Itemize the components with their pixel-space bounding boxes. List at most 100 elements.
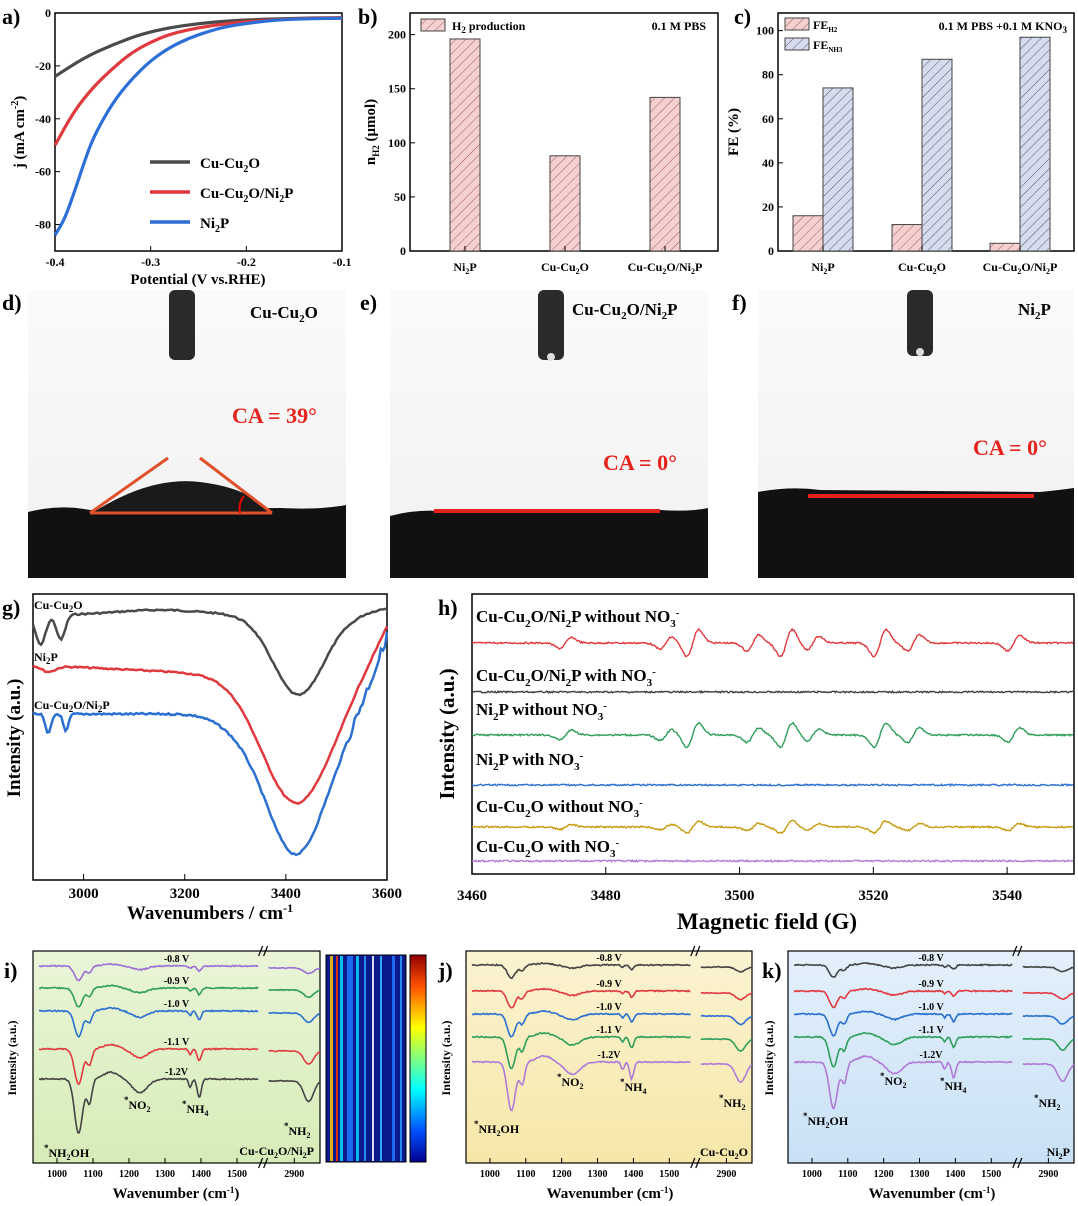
i-heatmap-stripe-9 bbox=[392, 956, 395, 1161]
k-axis-break bbox=[1017, 945, 1023, 957]
j-ylabel: Intensity (a.u.) bbox=[439, 1020, 453, 1095]
i-xtick-label: 2900 bbox=[284, 1169, 304, 1180]
b-category-label: Cu-Cu2O/Ni2P bbox=[628, 260, 703, 276]
h-series-line-3 bbox=[471, 721, 1074, 749]
j-potential-label-3: -1.0 V bbox=[596, 1002, 622, 1013]
b-ytick-label: 50 bbox=[394, 190, 406, 204]
axes-frame-h bbox=[471, 593, 1075, 875]
panel-d: d) Cu-Cu2O CA = 39° bbox=[2, 290, 346, 578]
i-ann-nh4: *NH4 bbox=[182, 1099, 209, 1118]
d-angle-arc bbox=[238, 495, 245, 514]
panel-label-c: c) bbox=[734, 4, 751, 29]
g-label-cuni: Cu-Cu2O/Ni2P bbox=[34, 698, 110, 714]
i-xtick-label: 1500 bbox=[227, 1169, 247, 1180]
b-bar-1 bbox=[449, 38, 481, 252]
c-ytick-label: 60 bbox=[762, 112, 774, 126]
h-xtick-label: 3520 bbox=[858, 888, 888, 904]
j-xtick-label: 1300 bbox=[588, 1169, 608, 1180]
k-xlabel: Wavenumber (cm-1) bbox=[869, 1185, 996, 1202]
b-ytick-label: 150 bbox=[388, 82, 406, 96]
axes-frame-j bbox=[465, 950, 753, 1164]
k-axis-break bbox=[1017, 1157, 1023, 1169]
k-series-left-5 bbox=[793, 1054, 1013, 1110]
panel-e: e) Cu-Cu2O/Ni2P CA = 0° bbox=[360, 290, 708, 578]
k-axis-ticks: 1000 1100 1200 1300 1400 1500 2900 bbox=[802, 945, 1058, 1180]
a-ytick-label: -20 bbox=[35, 59, 51, 73]
g-label-ni: Ni2P bbox=[34, 650, 58, 666]
panel-g: g) 3000 3200 3400 3600 Cu-Cu2O Ni2P Cu-Cu2O… bbox=[2, 593, 402, 924]
panel-label-b: b) bbox=[358, 4, 378, 29]
i-series-right-4 bbox=[268, 1049, 321, 1065]
i-xtick-label: 1400 bbox=[191, 1169, 211, 1180]
k-xtick-label: 1200 bbox=[874, 1169, 894, 1180]
c-bar-nh3-2 bbox=[921, 58, 953, 252]
panel-a: a) -0.4 -0.3 -0.2 -0.1 0 -20 -40 -60 -80 Potenti… bbox=[2, 4, 352, 288]
c-ytick-label: 0 bbox=[768, 244, 774, 258]
i-heatmap-stripe-4 bbox=[347, 956, 353, 1161]
i-potential-label-3: -1.0 V bbox=[164, 999, 190, 1010]
i-heatmap-stripes bbox=[330, 956, 402, 1161]
j-axis-ticks: 1000 1100 1200 1300 1400 1500 2900 bbox=[480, 945, 736, 1180]
panel-label-g: g) bbox=[2, 595, 20, 620]
j-series-left-4 bbox=[471, 1031, 692, 1070]
j-series-left-2 bbox=[471, 987, 691, 1009]
h-xlabel: Magnetic field (G) bbox=[677, 909, 857, 934]
h-xtick-label: 3460 bbox=[457, 888, 487, 904]
b-bar-2 bbox=[549, 155, 581, 252]
panel-h: h) 3460 3480 3500 3520 3540 Cu-Cu2O/Ni2P wit… bbox=[435, 593, 1075, 934]
c-bar-h2-2 bbox=[891, 224, 923, 252]
h-xtick-label: 3540 bbox=[992, 888, 1022, 904]
i-heatmap-stripe-7 bbox=[372, 956, 374, 1161]
g-xtick-label: 3200 bbox=[170, 886, 200, 902]
d-tangent-left bbox=[89, 456, 169, 515]
b-axis-ticks: 0 50 100 150 200 Ni2P Cu-Cu2O Cu-Cu2O/Ni2P bbox=[388, 28, 702, 276]
b-bar-3 bbox=[649, 96, 681, 252]
h-ylabel: Intensity (a.u.) bbox=[435, 668, 459, 799]
a-xtick-label: -0.1 bbox=[333, 255, 352, 269]
panel-label-d: d) bbox=[2, 290, 22, 315]
i-xtick-label: 1300 bbox=[155, 1169, 175, 1180]
k-sample: Ni2P bbox=[1047, 1145, 1070, 1161]
k-series: -0.8 V -0.9 V -1.0 V -1.1 V -1.2V bbox=[793, 953, 1075, 1110]
i-heatmap-stripe-10 bbox=[400, 956, 402, 1161]
a-ytick-label: -80 bbox=[35, 218, 51, 232]
k-xtick-label: 1500 bbox=[981, 1169, 1001, 1180]
a-series bbox=[53, 16, 343, 236]
f-sample: Ni2P bbox=[1018, 300, 1051, 322]
axes-frame-a bbox=[54, 12, 343, 252]
c-legend-2: FENH3 bbox=[813, 38, 843, 54]
b-ylabel: nH2 (μmol) bbox=[363, 99, 381, 165]
c-category-label: Cu-Cu2O bbox=[898, 260, 946, 276]
i-series-left-4 bbox=[38, 1043, 259, 1085]
g-ylabel: Intensity (a.u.) bbox=[4, 679, 25, 798]
k-series-right-5 bbox=[1022, 1062, 1075, 1083]
i-potential-label-5: -1.2V bbox=[165, 1067, 189, 1078]
axes-frame-k bbox=[787, 950, 1075, 1164]
a-legend: Cu-Cu2O Cu-Cu2O/Ni2P Ni2P bbox=[150, 156, 293, 235]
k-potential-label-2: -0.9 V bbox=[918, 979, 944, 990]
f-needle-tip bbox=[916, 348, 924, 356]
e-needle bbox=[538, 290, 564, 360]
d-contact-angle: CA = 39° bbox=[232, 403, 317, 428]
i-heatmap-stripe-3 bbox=[340, 956, 343, 1161]
k-ann-nh4: *NH4 bbox=[940, 1076, 967, 1095]
k-series-right-1 bbox=[1022, 965, 1075, 973]
k-xtick-label: 1300 bbox=[910, 1169, 930, 1180]
c-bars bbox=[792, 36, 1051, 252]
k-xtick-label: 1100 bbox=[838, 1169, 857, 1180]
k-ann-nh2oh: *NH2OH bbox=[803, 1111, 849, 1130]
j-series-left-1 bbox=[471, 962, 691, 980]
d-substrate bbox=[28, 505, 346, 578]
panel-label-j: j) bbox=[437, 958, 453, 983]
c-ytick-label: 80 bbox=[762, 68, 774, 82]
a-ytick-label: -40 bbox=[35, 112, 51, 126]
i-potential-label-4: -1.1 V bbox=[164, 1037, 190, 1048]
f-contact-angle: CA = 0° bbox=[973, 435, 1047, 460]
j-xtick-label: 1500 bbox=[659, 1169, 679, 1180]
h-series-label-5: Cu-Cu2O without NO3- bbox=[476, 797, 643, 820]
i-heatmap-stripe-8 bbox=[380, 956, 382, 1161]
c-bar-nh3-3 bbox=[1019, 36, 1051, 252]
k-potential-label-5: -1.2V bbox=[919, 1050, 943, 1061]
b-ytick-label: 0 bbox=[400, 244, 406, 258]
